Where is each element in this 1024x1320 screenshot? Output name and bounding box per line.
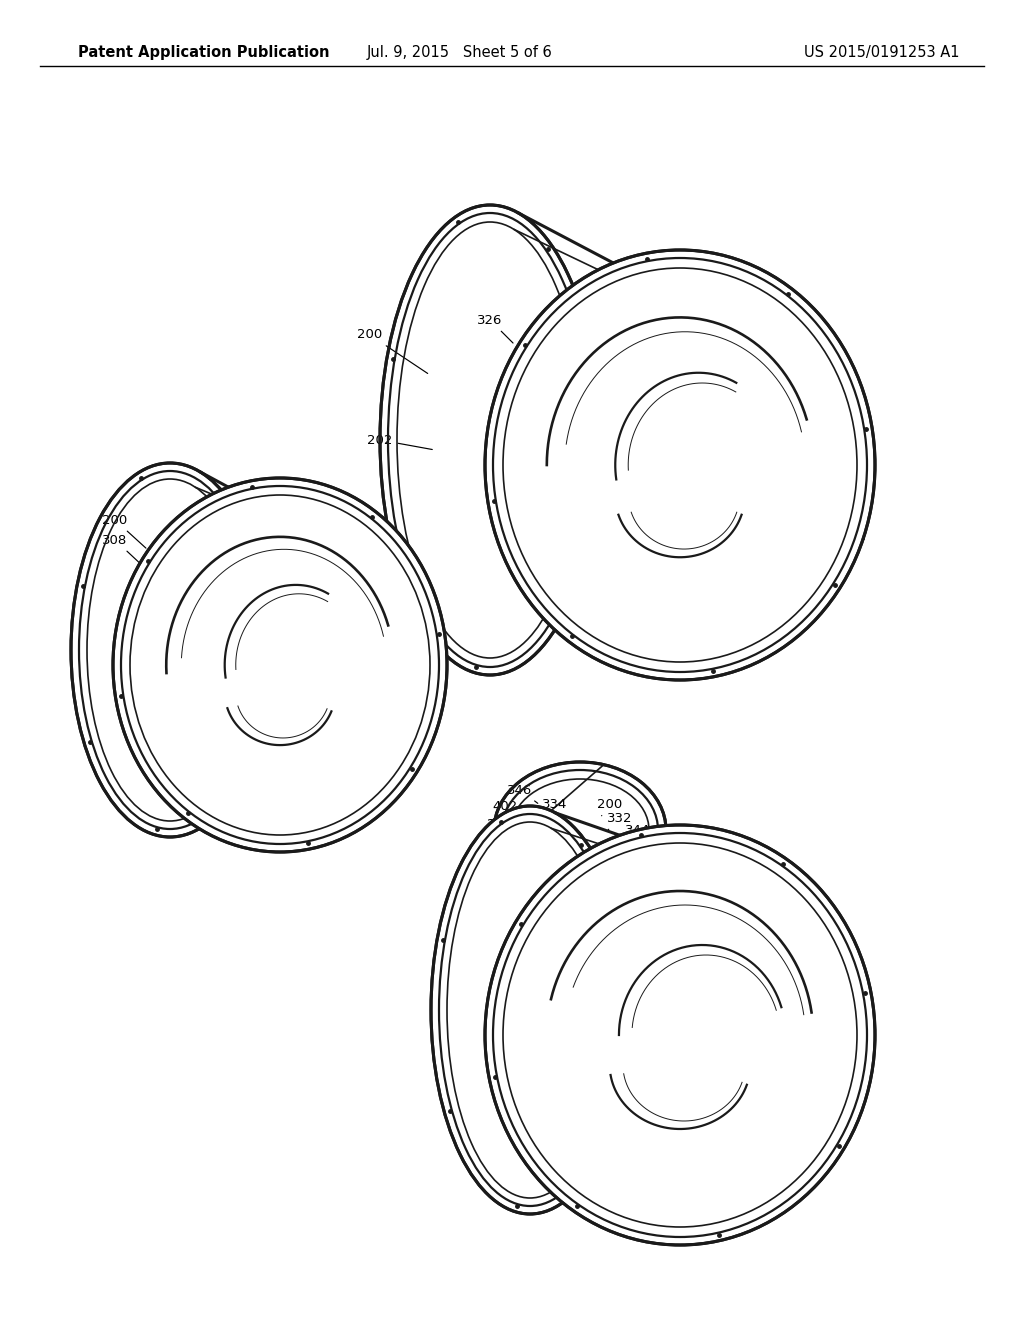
Text: 308,312: 308,312 <box>668 343 723 364</box>
Text: 346: 346 <box>507 784 538 804</box>
Text: 314: 314 <box>236 664 268 676</box>
Text: Jul. 9, 2015   Sheet 5 of 6: Jul. 9, 2015 Sheet 5 of 6 <box>368 45 553 59</box>
Text: 332: 332 <box>607 812 633 830</box>
Text: 206: 206 <box>450 1041 493 1055</box>
Text: 326: 326 <box>477 314 513 343</box>
Text: 318: 318 <box>203 750 227 768</box>
Ellipse shape <box>113 478 447 851</box>
Text: 342: 342 <box>670 1084 702 1097</box>
Text: 342: 342 <box>578 862 603 879</box>
Text: 202: 202 <box>368 433 432 450</box>
Text: 200: 200 <box>102 513 146 548</box>
Ellipse shape <box>431 807 629 1214</box>
Ellipse shape <box>494 762 666 898</box>
Ellipse shape <box>485 825 874 1245</box>
Text: 340: 340 <box>694 1056 731 1068</box>
Text: 344: 344 <box>625 824 650 842</box>
Text: 402: 402 <box>493 800 523 820</box>
Text: 326: 326 <box>477 838 510 855</box>
Text: 216: 216 <box>675 363 708 378</box>
Text: 312: 312 <box>321 536 368 553</box>
Text: 204: 204 <box>597 304 633 329</box>
Text: 308: 308 <box>102 533 143 566</box>
Text: 200: 200 <box>357 329 428 374</box>
Text: 336: 336 <box>687 969 723 989</box>
Text: US 2015/0191253 A1: US 2015/0191253 A1 <box>805 45 961 59</box>
Text: FIG. 10: FIG. 10 <box>605 1164 666 1180</box>
Ellipse shape <box>71 463 269 837</box>
Text: 316: 316 <box>281 516 317 539</box>
Text: 352: 352 <box>310 744 343 763</box>
Text: 334: 334 <box>543 797 567 818</box>
Text: 200: 200 <box>597 797 623 816</box>
Text: 206: 206 <box>682 380 708 393</box>
Text: FIG. 9: FIG. 9 <box>175 763 225 777</box>
Text: 348: 348 <box>460 854 489 873</box>
Text: Patent Application Publication: Patent Application Publication <box>78 45 330 59</box>
Text: 352: 352 <box>615 1138 641 1159</box>
Text: 344: 344 <box>697 1071 731 1084</box>
Text: 204: 204 <box>487 818 520 836</box>
Ellipse shape <box>380 205 600 675</box>
Text: 338: 338 <box>590 1082 635 1101</box>
Text: 214: 214 <box>638 314 678 334</box>
Text: 348: 348 <box>652 843 681 858</box>
Text: FIG. 8: FIG. 8 <box>615 619 665 635</box>
Ellipse shape <box>485 249 874 680</box>
Text: 310,314: 310,314 <box>692 535 748 552</box>
